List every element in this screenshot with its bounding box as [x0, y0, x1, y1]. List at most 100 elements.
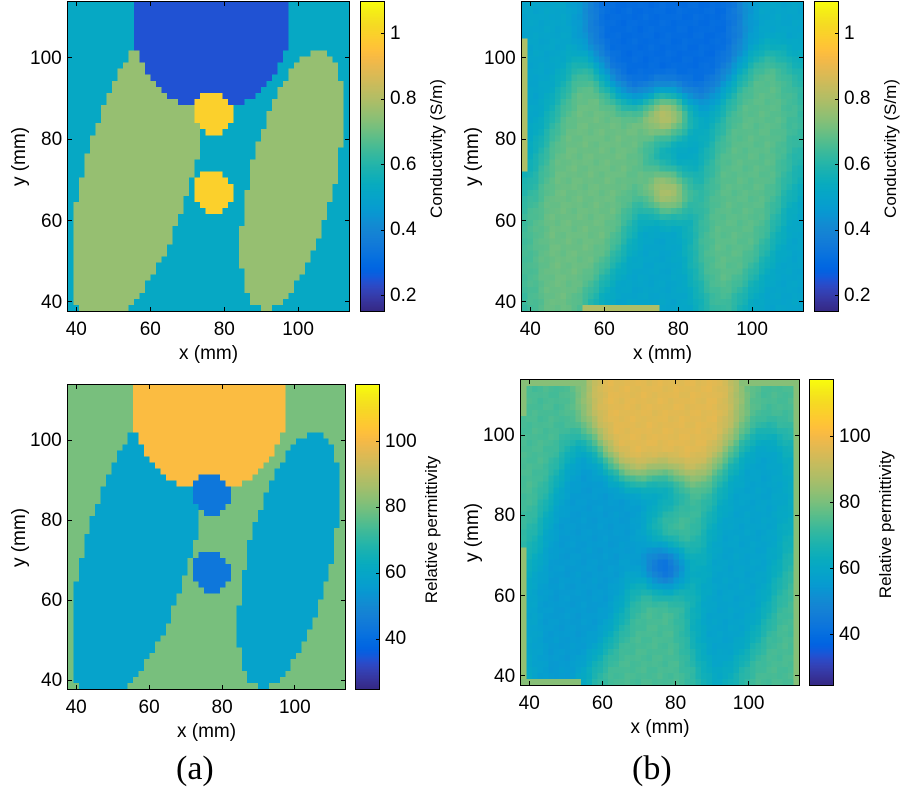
y-axis-label: y (mm) [461, 502, 483, 563]
y-tick-label: 60 [495, 210, 517, 232]
colorbar-tick-label: 0.8 [844, 88, 871, 110]
y-axis-label: y (mm) [461, 126, 483, 187]
colorbar-tick-label: 0.6 [390, 153, 417, 175]
y-tick-label: 40 [495, 291, 517, 313]
x-tick-label: 100 [282, 319, 314, 340]
y-tick-label: 100 [30, 47, 62, 69]
y-tick-mark [67, 439, 72, 441]
x-tick-label: 80 [667, 319, 689, 340]
colorbar-tick-label: 40 [385, 628, 407, 649]
x-tick-label: 100 [278, 697, 311, 718]
x-tick-mark-top [601, 379, 603, 384]
y-tick-mark [67, 138, 72, 140]
colorbar-tick-mark [830, 502, 834, 504]
heatmap-cells [522, 2, 803, 311]
x-tick-mark [748, 681, 750, 686]
x-tick-mark [148, 685, 150, 690]
colorbar-label: Relative permittivity [421, 455, 441, 603]
y-tick-label: 60 [494, 585, 516, 607]
colorbar-tick-label: 1 [390, 22, 401, 44]
y-tick-label: 100 [483, 425, 515, 447]
y-tick-mark-right [799, 220, 804, 222]
heatmap-plot-area [521, 1, 804, 312]
colorbar-tick-mark [376, 638, 380, 640]
colorbar-tick-label: 1 [844, 22, 855, 44]
x-tick-mark-top [528, 379, 530, 384]
colorbar-tick-label: 60 [839, 557, 861, 579]
colorbar-tick-mark [830, 568, 834, 570]
x-tick-mark-top [603, 1, 605, 6]
y-tick-label: 100 [484, 47, 516, 69]
y-tick-label: 100 [30, 430, 62, 451]
x-tick-mark-top [149, 1, 151, 6]
colorbar-gradient [815, 2, 838, 311]
x-tick-label: 80 [665, 693, 687, 714]
y-tick-label: 40 [494, 665, 516, 687]
y-tick-mark-right [799, 57, 804, 59]
x-tick-mark [677, 307, 679, 312]
x-tick-label: 40 [65, 697, 87, 718]
y-tick-mark-right [799, 301, 804, 303]
colorbar [809, 379, 834, 686]
colorbar-tick-mark [381, 33, 385, 35]
y-tick-label: 40 [41, 670, 63, 691]
y-tick-mark-right [795, 675, 800, 677]
colorbar-label: Conductivity (S/m) [426, 79, 446, 218]
x-tick-label: 40 [65, 319, 87, 340]
colorbar-tick-mark [381, 98, 385, 100]
colorbar-label: Conductivity (S/m) [880, 79, 900, 218]
colorbar-tick-mark [376, 506, 380, 508]
y-tick-mark [520, 675, 525, 677]
y-tick-mark-right [345, 138, 350, 140]
subfigure-label-b: (b) [632, 750, 672, 787]
colorbar-tick-label: 80 [385, 496, 407, 518]
colorbar [360, 1, 385, 312]
y-tick-mark [67, 519, 72, 521]
y-tick-mark-right [795, 514, 800, 516]
x-axis-label: x (mm) [179, 343, 239, 364]
x-tick-mark-top [529, 1, 531, 6]
colorbar-tick-label: 0.6 [844, 153, 871, 175]
x-tick-label: 100 [732, 693, 765, 714]
x-tick-label: 60 [138, 697, 160, 718]
y-tick-mark [520, 514, 525, 516]
heatmap-plot-area [67, 384, 346, 690]
y-tick-label: 60 [41, 210, 63, 232]
x-tick-mark [75, 307, 77, 312]
y-tick-mark-right [799, 138, 804, 140]
y-tick-mark [521, 301, 526, 303]
y-tick-label: 60 [41, 590, 63, 611]
x-tick-mark-top [148, 384, 150, 389]
x-tick-mark [601, 681, 603, 686]
x-tick-label: 40 [518, 693, 540, 714]
colorbar-tick-label: 0.4 [844, 219, 871, 241]
y-tick-mark [67, 220, 72, 222]
colorbar-tick-label: 40 [839, 623, 861, 645]
colorbar-gradient [356, 385, 379, 689]
x-tick-mark [675, 681, 677, 686]
colorbar-tick-mark [381, 229, 385, 231]
y-tick-mark [67, 679, 72, 681]
subfigure-label-a: (a) [176, 750, 214, 787]
y-tick-mark-right [341, 439, 346, 441]
x-tick-mark [149, 307, 151, 312]
x-axis-label: x (mm) [633, 343, 693, 364]
x-tick-mark-top [751, 1, 753, 6]
y-tick-mark-right [345, 220, 350, 222]
colorbar-tick-label: 0.4 [390, 219, 417, 241]
colorbar-tick-label: 100 [385, 430, 417, 452]
x-tick-label: 40 [519, 319, 541, 340]
x-tick-mark [297, 307, 299, 312]
colorbar-label: Relative permittivity [875, 450, 895, 599]
x-tick-mark [294, 685, 296, 690]
y-tick-label: 80 [494, 505, 516, 527]
y-tick-mark-right [341, 679, 346, 681]
y-axis-label: y (mm) [8, 507, 30, 567]
y-tick-label: 80 [41, 510, 63, 531]
y-tick-mark [67, 301, 72, 303]
colorbar-tick-mark [835, 164, 839, 166]
x-tick-mark-top [75, 1, 77, 6]
y-tick-mark [521, 57, 526, 59]
colorbar-tick-mark [835, 295, 839, 297]
x-tick-mark [221, 685, 223, 690]
